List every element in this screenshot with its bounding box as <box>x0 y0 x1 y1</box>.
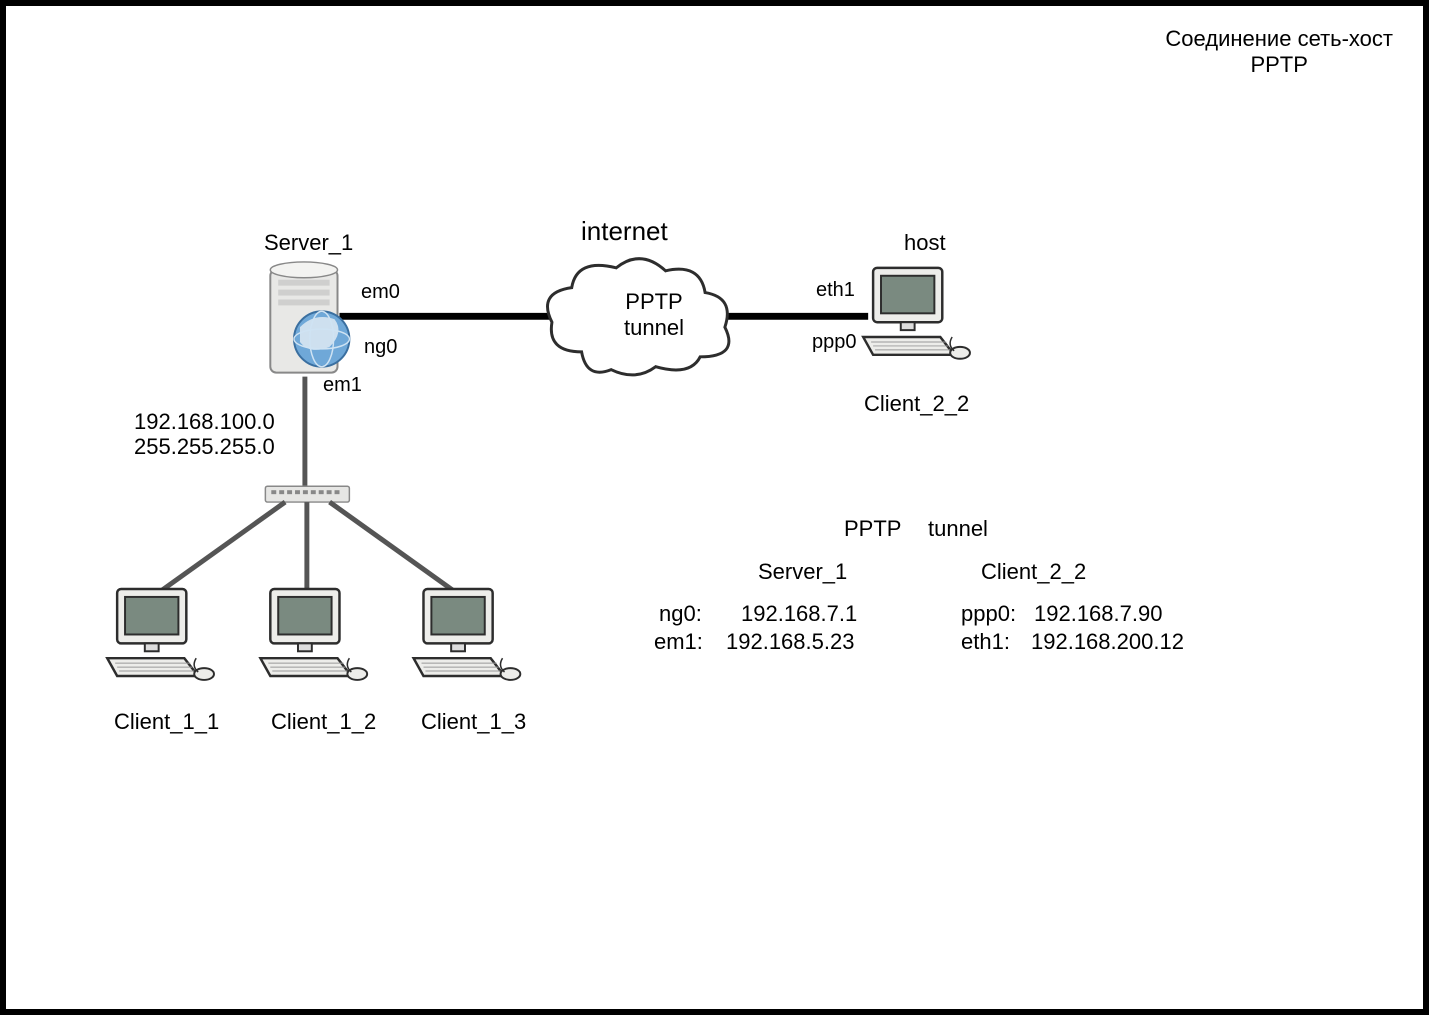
internet-label: internet <box>581 216 668 247</box>
tunnel-cli-if0: ppp0: <box>961 601 1016 627</box>
tunnel-server-title: Server_1 <box>758 559 847 585</box>
host-name: Client_2_2 <box>864 391 969 417</box>
link-switch-c1 <box>157 502 285 594</box>
client2-label: Client_1_2 <box>271 709 376 735</box>
client-1-icon <box>107 589 214 680</box>
link-switch-c3 <box>330 502 458 594</box>
title-line1: Соединение сеть-хост <box>1165 26 1393 52</box>
tunnel-cli-ip0: 192.168.7.90 <box>1034 601 1162 627</box>
switch-icon <box>265 486 349 502</box>
cloud-line2: tunnel <box>604 315 704 341</box>
client1-label: Client_1_1 <box>114 709 219 735</box>
server-icon <box>270 262 349 373</box>
diagram-svg <box>6 6 1423 1009</box>
server-label: Server_1 <box>264 230 353 256</box>
tunnel-cli-if1: eth1: <box>961 629 1010 655</box>
server-net-ip: 192.168.100.0 <box>134 409 275 435</box>
host-top-label: host <box>904 230 946 256</box>
diagram-title: Соединение сеть-хост PPTP <box>1165 26 1393 78</box>
host-icon <box>863 268 970 359</box>
tunnel-client-title: Client_2_2 <box>981 559 1086 585</box>
server-ng0: ng0 <box>364 336 397 359</box>
tunnel-cli-ip1: 192.168.200.12 <box>1031 629 1184 655</box>
cloud-text: PPTP tunnel <box>604 289 704 341</box>
tunnel-srv-if0: ng0: <box>659 601 702 627</box>
host-eth1: eth1 <box>816 279 855 302</box>
title-line2: PPTP <box>1165 52 1393 78</box>
client3-label: Client_1_3 <box>421 709 526 735</box>
tunnel-srv-if1: em1: <box>654 629 703 655</box>
host-ppp0: ppp0 <box>812 331 857 354</box>
server-net-mask: 255.255.255.0 <box>134 434 275 460</box>
client-2-icon <box>260 589 367 680</box>
server-em0: em0 <box>361 281 400 304</box>
server-em1: em1 <box>323 374 362 397</box>
diagram-canvas: Соединение сеть-хост PPTP <box>0 0 1429 1015</box>
tunnel-srv-ip0: 192.168.7.1 <box>741 601 857 627</box>
tunnel-header-right: tunnel <box>928 516 988 542</box>
tunnel-header-left: PPTP <box>844 516 901 542</box>
client-3-icon <box>414 589 521 680</box>
cloud-line1: PPTP <box>604 289 704 315</box>
tunnel-srv-ip1: 192.168.5.23 <box>726 629 854 655</box>
